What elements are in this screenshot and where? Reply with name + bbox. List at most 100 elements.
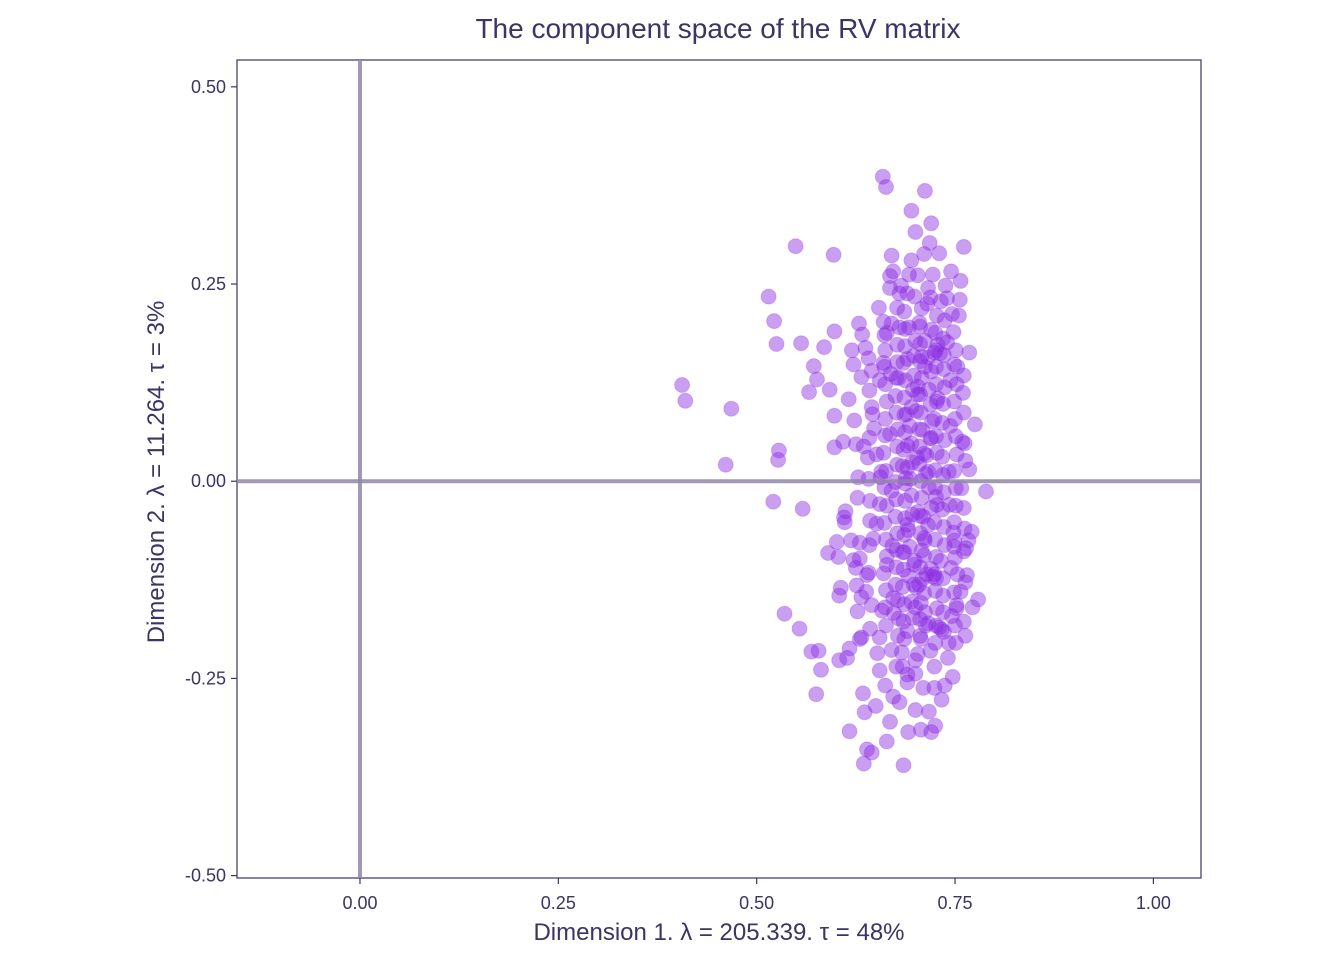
data-point [934,448,951,465]
data-point [897,510,914,527]
data-point [929,336,946,353]
data-point [889,299,906,316]
data-point [914,571,931,587]
data-point [916,246,933,262]
data-point [923,429,940,446]
data-point [877,410,894,427]
y-axis-label: Dimension 2. λ = 11.264. τ = 3% [143,301,170,644]
data-point [882,280,898,296]
data-point [912,611,929,628]
data-point [916,445,933,462]
data-point [957,574,974,591]
data-point [864,406,881,423]
data-point [947,342,964,359]
data-point [882,713,898,730]
data-point [926,566,943,583]
data-point [926,410,943,427]
data-point [919,295,936,312]
data-point [935,361,952,378]
data-point [810,642,827,659]
data-point [870,299,887,316]
data-point [891,285,908,302]
data-point [936,432,953,449]
data-point [955,500,972,516]
data-point [905,381,921,398]
data-point [885,263,902,280]
data-point [805,358,822,375]
data-point [936,537,953,554]
data-point [947,428,964,445]
data-point [770,451,787,468]
data-point [927,324,944,341]
data-point [853,629,870,646]
data-point [936,379,953,396]
y-tick-label: -0.50 [185,866,226,886]
data-point [911,576,928,593]
data-point [901,418,918,434]
data-point [856,704,873,721]
data-point [836,509,852,526]
data-point [904,506,921,523]
data-point [955,404,972,421]
data-point [916,585,933,602]
y-tick-label: 0.00 [191,471,226,491]
data-point [885,590,902,606]
data-point [922,289,939,306]
data-point [874,602,890,619]
data-point [934,501,951,518]
data-point [770,442,787,459]
data-point [916,530,933,546]
data-point [896,544,913,561]
data-point [978,483,994,500]
data-point [893,277,910,294]
data-point [946,514,963,531]
data-point [970,591,987,608]
data-point [923,215,940,232]
data-point [963,523,980,540]
data-point [843,342,860,359]
data-point [894,658,911,675]
data-point [899,666,916,683]
data-point [878,617,894,634]
data-point [860,564,877,581]
data-point [890,369,907,386]
data-point [934,414,951,431]
data-point [918,447,935,464]
data-point [946,532,963,549]
data-point [889,525,906,542]
data-point [887,508,904,525]
data-point [835,433,852,450]
data-point [922,396,939,413]
data-point [947,549,963,566]
data-point [943,608,960,625]
data-point [928,570,944,587]
data-point [831,652,848,669]
data-point [899,459,916,476]
data-point [935,347,952,363]
y-tick-label: 0.50 [191,77,226,97]
data-point [920,280,937,296]
data-point [874,168,891,185]
points-layer [674,168,994,774]
data-point [869,645,886,662]
data-point [885,688,902,705]
data-point [849,489,866,506]
data-point [912,627,929,644]
data-point [928,444,945,461]
data-point [937,277,954,294]
data-point [952,272,969,289]
data-point [905,347,922,364]
data-point [912,525,929,542]
data-point [897,424,914,441]
data-point [912,507,929,524]
data-point [912,404,929,421]
data-point [882,268,898,285]
data-point [942,372,959,389]
data-point [875,565,892,582]
data-point [888,559,905,576]
data-point [905,609,921,626]
data-point [935,587,952,604]
data-point [883,482,900,499]
data-point [871,629,888,646]
data-point [909,504,926,520]
